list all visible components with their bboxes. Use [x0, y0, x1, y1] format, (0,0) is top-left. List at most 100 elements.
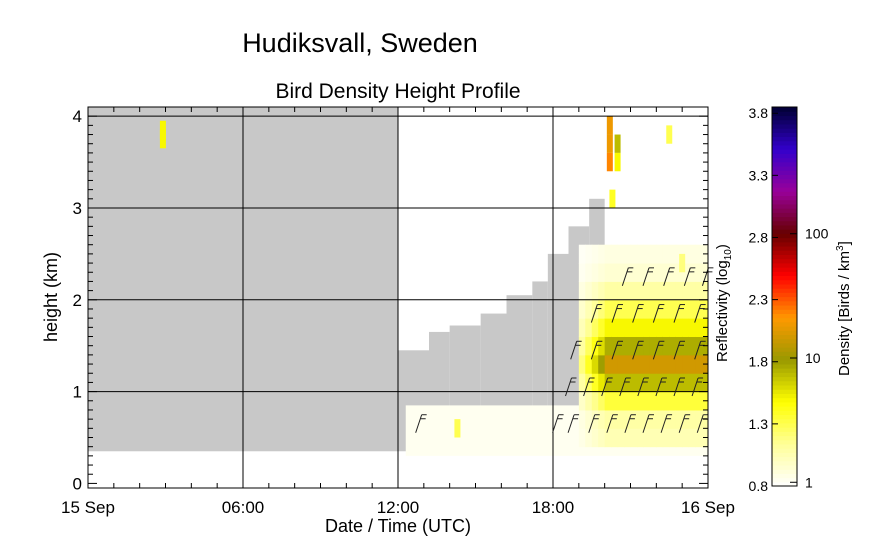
colorbar-segment: [772, 149, 797, 154]
colorbar-segment: [772, 309, 797, 314]
colorbar-label-right-sup: 3: [835, 245, 846, 251]
wind-barb-shaft: [567, 414, 575, 433]
colorbar-segment: [772, 304, 797, 310]
colorbar-label-left: Reflectivity (log10): [714, 244, 734, 362]
x-tick-label: 12:00: [377, 498, 420, 517]
density-cell: [591, 263, 599, 282]
density-cell: [669, 336, 677, 356]
colorbar-segment: [772, 199, 797, 205]
colorbar-left-tick-label: 1.3: [749, 416, 769, 432]
wind-barb-shaft: [601, 377, 609, 397]
density-cell: [578, 244, 586, 264]
density-cell: [598, 281, 606, 301]
colorbar-segment: [772, 153, 797, 159]
density-cell: [598, 391, 606, 411]
density-cell: [611, 318, 619, 338]
colorbar-segment: [772, 477, 797, 483]
density-cell: [669, 428, 677, 448]
colorbar-segment: [772, 220, 797, 226]
wind-barb-shaft: [415, 414, 423, 433]
wind-barb-shaft: [590, 304, 598, 323]
density-cell: [656, 373, 664, 393]
density-cell: [682, 391, 690, 411]
density-cell: [606, 116, 613, 135]
wind-barb-shaft: [624, 414, 632, 433]
wind-barb: [632, 340, 644, 360]
colorbar-label-right: Density [Birds / km3]: [835, 241, 853, 376]
density-cell: [688, 318, 696, 338]
colorbar-segment: [772, 161, 797, 167]
colorbar-label-right-close: ]: [836, 241, 853, 245]
density-cell: [636, 263, 644, 282]
density-cell: [604, 281, 612, 301]
density-cell: [682, 299, 690, 319]
x-tick-label: 16 Sep: [681, 498, 735, 517]
density-cell: [614, 134, 621, 153]
density-cell: [649, 354, 657, 374]
colorbar-segment: [772, 165, 797, 171]
density-cell: [656, 318, 664, 338]
wind-barb: [642, 267, 654, 287]
density-cell: [688, 428, 696, 448]
density-cell: [669, 354, 677, 374]
colorbar-segment: [772, 212, 797, 218]
wind-barb: [678, 414, 691, 433]
density-cell: [695, 354, 703, 374]
density-cell: [656, 244, 664, 264]
density-cell: [662, 354, 670, 374]
density-cell: [624, 263, 631, 282]
density-cell: [695, 318, 703, 338]
wind-barb-shaft: [673, 341, 681, 360]
density-cell: [604, 391, 612, 411]
density-cell: [578, 318, 586, 338]
density-cell: [606, 152, 613, 172]
density-cell: [585, 244, 593, 264]
density-cell: [624, 336, 631, 356]
wind-barb-shaft: [552, 414, 560, 433]
density-cell: [636, 244, 644, 264]
density-cell: [688, 281, 696, 301]
wind-barb: [567, 414, 580, 433]
chart-title: Hudiksvall, Sweden: [242, 28, 478, 58]
density-cell: [617, 263, 625, 282]
density-cell: [643, 373, 651, 393]
density-cell: [611, 409, 619, 429]
wind-barb-shaft: [673, 377, 681, 397]
density-cell: [624, 428, 631, 448]
colorbar-segment: [772, 250, 797, 255]
wind-barb-shaft: [652, 304, 660, 323]
wind-barb: [691, 377, 704, 397]
density-cell: [649, 244, 657, 264]
wind-barb: [415, 414, 427, 433]
density-cell: [585, 299, 593, 319]
density-cell: [649, 336, 657, 356]
colorbar-segment: [772, 355, 797, 361]
density-cell: [675, 318, 683, 338]
colorbar-label-left-sub: 10: [723, 249, 734, 261]
density-cell: [643, 336, 651, 356]
wind-barb: [570, 340, 582, 360]
density-cell: [624, 281, 631, 301]
y-tick-label: 1: [73, 383, 82, 402]
colorbar-segment: [772, 208, 797, 213]
colorbar-segment: [772, 363, 797, 369]
wind-barb-shaft: [652, 341, 660, 360]
colorbar-segment: [772, 296, 797, 302]
density-cell: [617, 244, 625, 264]
density-cell: [643, 318, 651, 338]
plot-area: 0 1 2 3 4 15 Sep 06:00 12:00 18:00 16 Sep: [61, 106, 735, 517]
wind-barb-shaft: [678, 414, 686, 433]
density-cell: [604, 299, 612, 319]
density-cell: [624, 373, 631, 393]
density-cell: [636, 391, 644, 411]
colorbar-segment: [772, 334, 797, 340]
density-cell: [598, 428, 606, 448]
x-tick-label: 06:00: [222, 498, 265, 517]
wind-barb: [552, 414, 564, 433]
density-cell: [688, 299, 696, 319]
density-cell: [630, 354, 638, 374]
colorbar-segment: [772, 435, 797, 441]
colorbar-segment: [772, 144, 797, 150]
colorbar-segment: [772, 182, 797, 188]
density-cell: [675, 263, 683, 282]
